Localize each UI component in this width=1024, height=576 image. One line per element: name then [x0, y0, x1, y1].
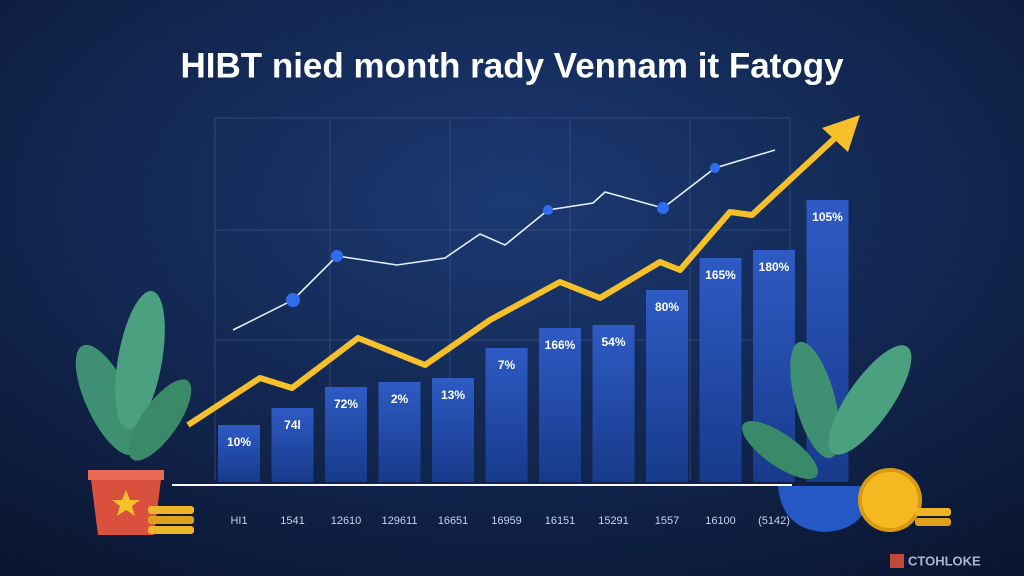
x-label: 16100 [705, 515, 736, 527]
x-label: 1541 [280, 515, 304, 527]
x-label: 12610 [331, 515, 362, 527]
coin-stack [915, 508, 951, 516]
leaf [742, 421, 818, 479]
bar-label: 105% [812, 210, 843, 224]
dot [331, 250, 343, 262]
leaf [790, 341, 840, 459]
leaf [828, 345, 912, 455]
right-plant [742, 341, 951, 532]
coin-stack [148, 526, 194, 534]
dot [543, 205, 553, 215]
bar-label: 7% [498, 358, 516, 372]
x-label: 16151 [545, 515, 576, 527]
star [112, 490, 140, 516]
left-plant [75, 290, 194, 535]
bar-label: 165% [705, 268, 736, 282]
bar [539, 328, 581, 482]
trend-arrow [186, 135, 838, 428]
bar [218, 425, 260, 482]
bar-label: 10% [227, 435, 251, 449]
bar [699, 258, 742, 482]
watermark: CTOHLOKE [908, 553, 981, 568]
bar-label: 80% [655, 300, 679, 314]
bar-label: 13% [441, 388, 465, 402]
coin-stack [915, 518, 951, 526]
bar-label: 72% [334, 397, 358, 411]
bar [325, 387, 367, 482]
logo-icon [890, 554, 904, 568]
pot-rim [88, 470, 164, 480]
title: HIBT nied month rady Vennam it Fatogy [180, 46, 844, 85]
x-label: 129611 [382, 515, 418, 527]
leaf [115, 290, 165, 430]
x-label: 15291 [598, 515, 629, 527]
x-label: 1557 [655, 515, 679, 527]
leaf [75, 344, 141, 456]
bar-label: 180% [759, 260, 790, 274]
dot [286, 293, 300, 307]
bar [646, 290, 688, 482]
line-dots [286, 163, 720, 307]
bars: 10% 74l 72% 2% 13% 7% 166% 54% 80% 165% 180% 105% HI… [218, 200, 849, 527]
coin [858, 468, 922, 532]
leaf [128, 379, 192, 461]
coin-stack [148, 506, 194, 514]
coin-stack [148, 516, 194, 524]
dot [710, 163, 720, 173]
bar-label: 54% [601, 335, 625, 349]
x-label: 16651 [438, 515, 469, 527]
dot [657, 202, 669, 214]
x-label: 16959 [491, 515, 522, 527]
x-label: HI1 [230, 515, 247, 527]
bar-label: 166% [545, 338, 576, 352]
bar-label: 2% [391, 392, 409, 406]
bar [592, 325, 635, 482]
bowl [778, 486, 872, 532]
bar-label: 74l [284, 418, 301, 432]
arrow-head [822, 115, 860, 152]
bar [378, 382, 421, 482]
bar [271, 408, 314, 482]
bar [432, 378, 474, 482]
x-label: (5142) [758, 515, 790, 527]
bar [485, 348, 528, 482]
